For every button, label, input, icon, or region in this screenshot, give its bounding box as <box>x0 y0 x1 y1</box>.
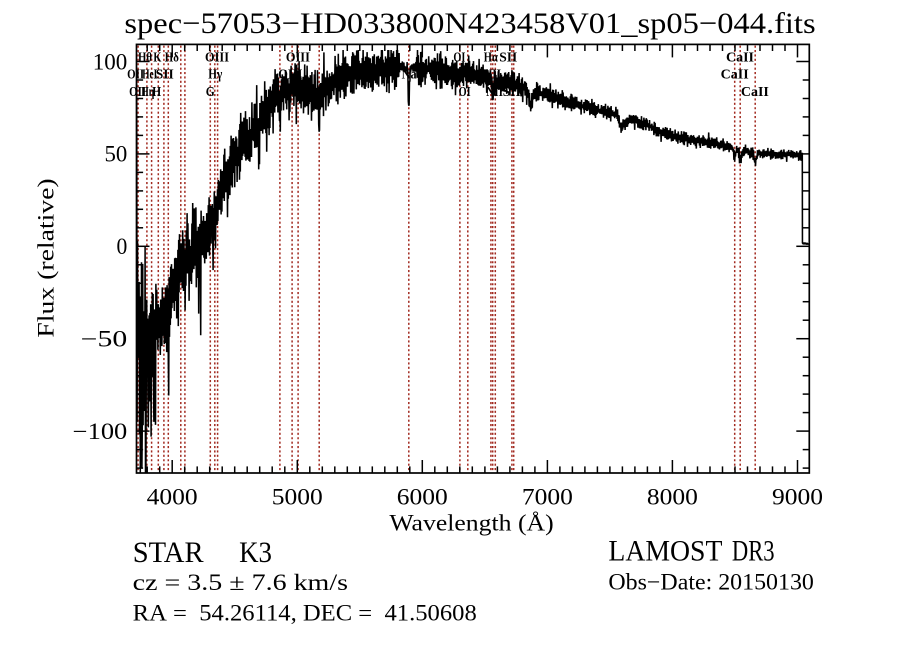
svg-text:spec−57053−HD033800N423458V01_: spec−57053−HD033800N423458V01_sp05−044.f… <box>124 7 815 40</box>
svg-text:SII: SII <box>499 50 517 65</box>
svg-text:SII: SII <box>156 66 174 81</box>
svg-text:OII: OII <box>127 66 144 81</box>
svg-text:K: K <box>153 50 161 65</box>
svg-text:Hη: Hη <box>141 84 154 99</box>
svg-text:SII: SII <box>503 84 521 99</box>
svg-text:OIII: OIII <box>286 50 310 65</box>
svg-text:Flux (relative): Flux (relative) <box>34 178 59 337</box>
svg-text:HeI: HeI <box>142 66 157 81</box>
svg-text:Wavelength (Å): Wavelength (Å) <box>389 510 553 535</box>
svg-text:7000: 7000 <box>522 484 573 509</box>
svg-text:−50: −50 <box>81 327 128 352</box>
svg-text:H: H <box>152 84 161 99</box>
svg-text:OI: OI <box>453 50 465 65</box>
svg-text:4000: 4000 <box>147 484 198 509</box>
svg-text:K3: K3 <box>239 536 272 569</box>
svg-text:Hδ: Hδ <box>165 50 179 65</box>
svg-text:9000: 9000 <box>772 484 823 509</box>
svg-text:cz = 3.5 ± 7.6 km/s: cz = 3.5 ± 7.6 km/s <box>133 570 348 595</box>
svg-text:NII: NII <box>484 66 501 81</box>
svg-text:50: 50 <box>105 142 128 167</box>
svg-text:Na: Na <box>402 66 417 81</box>
svg-text:Obs−Date: 20150130: Obs−Date: 20150130 <box>608 570 814 595</box>
svg-text:100: 100 <box>93 49 128 74</box>
svg-text:RA = 54.26114, DEC = 41.5060: RA = 54.26114, DEC = 41.50608 <box>133 601 477 626</box>
svg-text:DR3: DR3 <box>732 535 775 568</box>
svg-text:G: G <box>206 84 215 99</box>
svg-text:CaII: CaII <box>741 84 769 99</box>
svg-text:Hγ: Hγ <box>208 66 223 81</box>
svg-text:LAMOST: LAMOST <box>608 535 722 568</box>
svg-text:OIII: OIII <box>278 66 302 81</box>
svg-text:−100: −100 <box>73 419 128 444</box>
svg-text:OII: OII <box>129 84 146 99</box>
svg-text:CaII: CaII <box>726 50 754 65</box>
svg-text:Hα: Hα <box>484 50 498 65</box>
svg-text:6000: 6000 <box>397 484 448 509</box>
svg-text:8000: 8000 <box>647 484 698 509</box>
svg-text:Hθ: Hθ <box>138 50 152 65</box>
svg-text:5000: 5000 <box>272 484 323 509</box>
svg-text:OIII: OIII <box>205 50 229 65</box>
svg-text:0: 0 <box>117 234 128 259</box>
svg-text:OI: OI <box>459 84 471 99</box>
svg-text:NII: NII <box>486 84 503 99</box>
svg-text:CaII: CaII <box>721 66 749 81</box>
svg-text:STAR: STAR <box>133 536 204 569</box>
